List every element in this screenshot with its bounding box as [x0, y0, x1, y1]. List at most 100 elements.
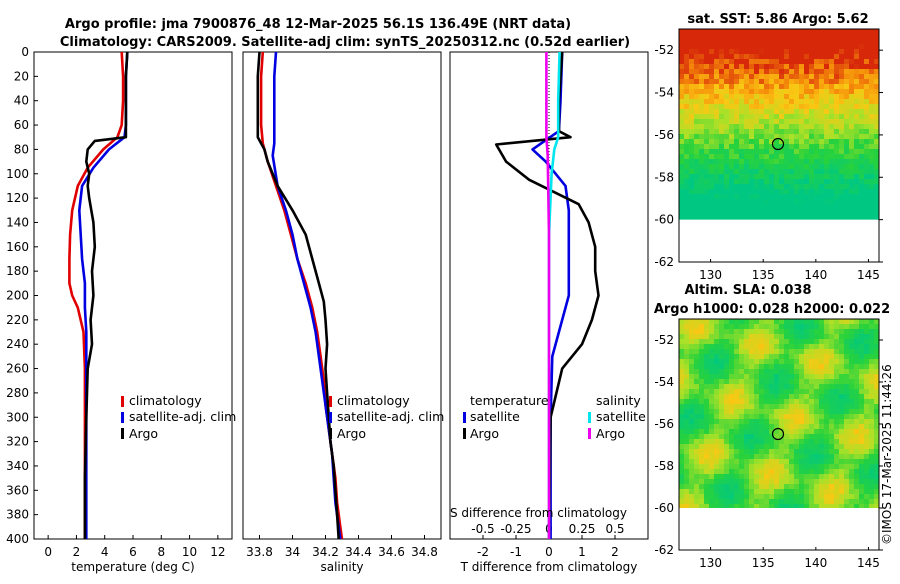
- sla-cell: [854, 429, 859, 434]
- sst-cell: [744, 29, 749, 34]
- sst-cell: [694, 219, 699, 220]
- sla-cell: [724, 479, 729, 484]
- sst-cell: [809, 219, 814, 220]
- sla-cell: [819, 364, 824, 369]
- sst-cell: [839, 114, 844, 119]
- sla-cell: [679, 479, 684, 484]
- sla-cell: [839, 464, 844, 469]
- sst-cell: [719, 139, 724, 144]
- sla-cell: [859, 354, 864, 359]
- sla-cell: [774, 429, 779, 434]
- sla-cell: [854, 444, 859, 449]
- sst-cell: [874, 34, 879, 39]
- sla-cell: [834, 319, 839, 324]
- sst-cell: [739, 109, 744, 114]
- sst-cell: [824, 134, 829, 139]
- sst-cell: [694, 194, 699, 199]
- sla-cell: [854, 394, 859, 399]
- sst-cell: [684, 139, 689, 144]
- sst-cell: [694, 199, 699, 204]
- sla-cell: [849, 374, 854, 379]
- sst-cell: [724, 49, 729, 54]
- sst-cell: [689, 149, 694, 154]
- sla-cell: [704, 349, 709, 354]
- sst-cell: [834, 64, 839, 69]
- sla-cell: [759, 464, 764, 469]
- sst-cell: [719, 199, 724, 204]
- sla-cell: [749, 469, 754, 474]
- sla-cell: [794, 474, 799, 479]
- sla-cell: [754, 389, 759, 394]
- sla-cell: [844, 324, 849, 329]
- sla-cell: [689, 409, 694, 414]
- sla-cell: [859, 499, 864, 504]
- sst-cell: [719, 169, 724, 174]
- sst-cell: [694, 184, 699, 189]
- sla-cell: [849, 449, 854, 454]
- sst-cell: [859, 194, 864, 199]
- sst-cell: [784, 54, 789, 59]
- sst-cell: [824, 154, 829, 159]
- sst-cell: [709, 204, 714, 209]
- sst-cell: [734, 124, 739, 129]
- sst-cell: [769, 189, 774, 194]
- sst-cell: [739, 134, 744, 139]
- sla-cell: [739, 469, 744, 474]
- sst-cell: [764, 214, 769, 219]
- sst-cell: [704, 139, 709, 144]
- sst-cell: [704, 184, 709, 189]
- sst-cell: [724, 119, 729, 124]
- sst-cell: [844, 204, 849, 209]
- sla-cell: [769, 424, 774, 429]
- sst-cell: [699, 199, 704, 204]
- sst-cell: [839, 84, 844, 89]
- sla-cell: [824, 364, 829, 369]
- sla-cell: [684, 499, 689, 504]
- x-tick-label: 34.6: [378, 545, 405, 559]
- sst-cell: [709, 44, 714, 49]
- sla-cell: [844, 339, 849, 344]
- sst-cell: [834, 74, 839, 79]
- sst-cell: [729, 219, 734, 220]
- sla-cell: [764, 354, 769, 359]
- sst-cell: [719, 174, 724, 179]
- sla-cell: [814, 474, 819, 479]
- sla-cell: [774, 404, 779, 409]
- sla-cell: [794, 399, 799, 404]
- sla-cell: [869, 404, 874, 409]
- sst-cell: [764, 49, 769, 54]
- sst-cell: [809, 119, 814, 124]
- sst-cell: [804, 194, 809, 199]
- sst-cell: [759, 159, 764, 164]
- sst-cell: [714, 109, 719, 114]
- sst-cell: [829, 194, 834, 199]
- sla-cell: [729, 439, 734, 444]
- temperature-legend: climatology satellite-adj. clim Argo: [121, 393, 236, 441]
- sla-cell: [819, 429, 824, 434]
- sla-cell: [814, 434, 819, 439]
- sla-cell: [794, 319, 799, 324]
- sst-cell: [789, 214, 794, 219]
- sst-cell: [849, 149, 854, 154]
- sst-cell: [719, 114, 724, 119]
- sla-cell: [774, 399, 779, 404]
- sla-cell: [829, 379, 834, 384]
- sst-cell: [749, 89, 754, 94]
- sla-cell: [869, 384, 874, 389]
- sla-cell: [714, 469, 719, 474]
- depth-tick-label: 220: [6, 313, 29, 327]
- sst-cell: [874, 69, 879, 74]
- sla-cell: [734, 399, 739, 404]
- sst-cell: [854, 44, 859, 49]
- sla-cell: [869, 319, 874, 324]
- sla-cell: [739, 479, 744, 484]
- sla-cell: [869, 434, 874, 439]
- sst-cell: [759, 99, 764, 104]
- sla-cell: [684, 329, 689, 334]
- sst-cell: [799, 64, 804, 69]
- sla-cell: [834, 489, 839, 494]
- sla-cell: [714, 459, 719, 464]
- sst-cell: [749, 59, 754, 64]
- sst-cell: [874, 104, 879, 109]
- sst-cell: [869, 189, 874, 194]
